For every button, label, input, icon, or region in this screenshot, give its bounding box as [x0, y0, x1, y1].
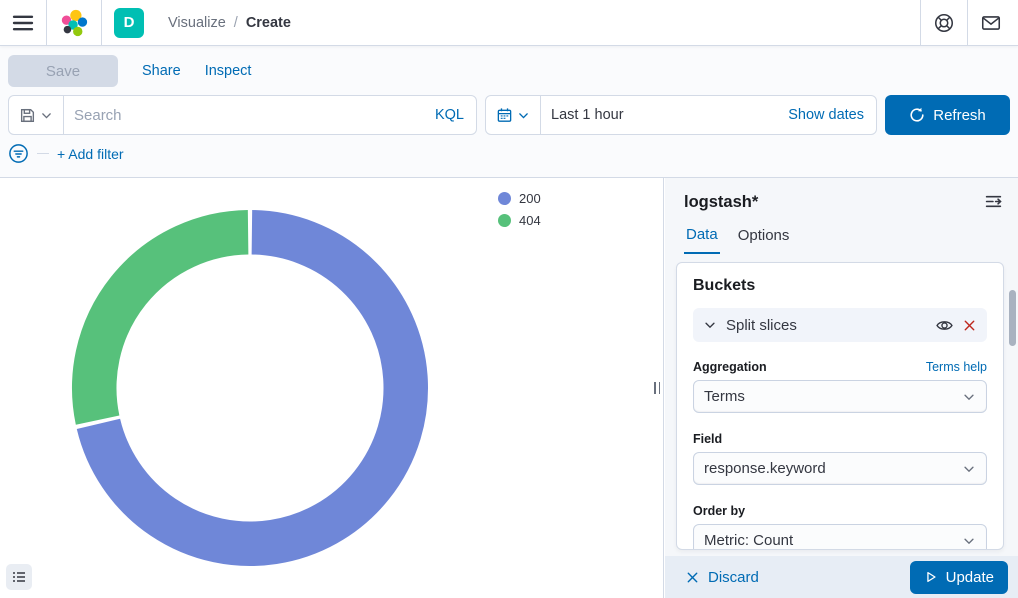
mail-icon: [981, 15, 1001, 30]
update-label: Update: [945, 568, 994, 586]
field-label: Field: [693, 432, 723, 446]
discard-button[interactable]: Discard: [685, 569, 759, 586]
eye-icon: [936, 320, 953, 330]
breadcrumb-separator: /: [233, 14, 238, 31]
terms-help-link[interactable]: Terms help: [925, 360, 987, 374]
chart-legend: 200 404: [498, 191, 541, 228]
inspect-button[interactable]: Inspect: [204, 63, 252, 79]
date-picker: Last 1 hour Show dates: [485, 95, 877, 135]
add-filter-button[interactable]: + Add filter: [57, 145, 124, 162]
visualization-area: 200 404: [0, 178, 664, 598]
saved-query-menu-button[interactable]: [9, 96, 64, 134]
order-by-select[interactable]: Metric: Count: [693, 524, 987, 549]
help-button[interactable]: [933, 12, 955, 34]
quick-select-time-button[interactable]: [486, 96, 541, 134]
aggregation-value: Terms: [704, 388, 745, 405]
main-content: 200 404 logstash*: [0, 178, 1018, 598]
chevron-down-icon: [519, 112, 528, 118]
order-by-value: Metric: Count: [704, 532, 794, 549]
visualize-toolbar: Save Share Inspect: [8, 55, 251, 87]
list-icon: [13, 572, 25, 582]
breadcrumb-create: Create: [245, 14, 291, 31]
divider: [46, 0, 47, 45]
space-switcher-badge[interactable]: D: [114, 7, 144, 38]
refresh-icon: [910, 107, 924, 122]
hamburger-icon: [12, 15, 34, 30]
query-language-switcher[interactable]: KQL: [423, 107, 476, 123]
legend-item-404[interactable]: 404: [498, 213, 541, 228]
legend-label-404: 404: [519, 213, 541, 228]
chevron-down-icon: [705, 322, 715, 329]
breadcrumb-visualize[interactable]: Visualize: [168, 14, 226, 31]
discard-label: Discard: [708, 568, 759, 586]
aggregation-select[interactable]: Terms: [693, 380, 987, 413]
visualization-editor-panel: logstash* Data Options Buckets: [665, 178, 1018, 598]
tab-options[interactable]: Options: [736, 226, 792, 254]
legend-item-200[interactable]: 200: [498, 191, 541, 206]
search-input[interactable]: [64, 106, 423, 124]
saved-queries-icon: [20, 108, 35, 122]
share-button[interactable]: Share: [142, 63, 181, 79]
chevron-down-icon: [964, 466, 974, 472]
panel-header: logstash*: [665, 178, 1018, 212]
tab-data[interactable]: Data: [684, 226, 720, 254]
bucket-type-label: Split slices: [726, 316, 797, 334]
time-range-value[interactable]: Last 1 hour: [541, 107, 776, 123]
field-select[interactable]: response.keyword: [693, 452, 987, 485]
editor-footer: Discard Update: [665, 556, 1018, 598]
show-dates-button[interactable]: Show dates: [776, 107, 876, 123]
refresh-label: Refresh: [933, 106, 986, 124]
divider: [101, 0, 102, 45]
calendar-icon: [497, 107, 512, 122]
buckets-heading: Buckets: [693, 277, 756, 294]
legend-label-200: 200: [519, 191, 541, 206]
editor-tabs: Data Options: [665, 212, 1018, 254]
filter-bar: + Add filter: [8, 143, 124, 164]
toggle-bucket-visibility-button[interactable]: [936, 317, 953, 334]
filter-icon: [9, 144, 28, 163]
menu-right-icon: [985, 195, 1002, 208]
index-pattern-title: logstash*: [684, 193, 759, 211]
newsfeed-button[interactable]: [980, 12, 1002, 34]
aggregation-label: Aggregation: [693, 360, 767, 374]
chevron-down-icon: [964, 538, 974, 544]
split-slices-accordion[interactable]: Split slices: [693, 308, 987, 342]
refresh-button[interactable]: Refresh: [885, 95, 1010, 135]
remove-bucket-button[interactable]: [962, 318, 977, 333]
hamburger-menu-button[interactable]: [12, 12, 34, 34]
search-bar: KQL: [8, 95, 477, 135]
panel-scrollbar-thumb[interactable]: [1009, 290, 1016, 346]
field-value: response.keyword: [704, 460, 826, 477]
collapse-panel-button[interactable]: [985, 193, 1002, 210]
filter-options-button[interactable]: [8, 143, 29, 164]
order-by-label: Order by: [693, 504, 746, 518]
play-icon: [926, 571, 936, 583]
legend-toggle-button[interactable]: [6, 564, 32, 590]
elastic-logo[interactable]: [59, 8, 89, 38]
buckets-card: Buckets Split slices: [676, 262, 1004, 550]
close-icon: [687, 572, 698, 582]
help-icon: [934, 13, 954, 32]
legend-dot-404: [498, 214, 511, 227]
donut-chart: [72, 210, 428, 566]
pie-slice-404[interactable]: [72, 210, 249, 425]
app-header: Save Share Inspect KQL: [0, 46, 1018, 178]
query-bar: KQL Last 1 hour Show dates: [8, 95, 1010, 135]
divider: [920, 0, 921, 45]
panel-resize-handle[interactable]: [652, 378, 662, 398]
legend-dot-200: [498, 192, 511, 205]
chevron-down-icon: [964, 394, 974, 400]
pie-slice-200[interactable]: [76, 210, 428, 566]
space-avatar: D: [114, 7, 144, 38]
divider: [967, 0, 968, 45]
top-navigation-bar: D Visualize / Create: [0, 0, 1018, 46]
elastic-logo-icon: [61, 9, 88, 36]
close-icon: [964, 320, 975, 330]
breadcrumb: Visualize / Create: [156, 0, 303, 45]
chevron-down-icon: [42, 112, 51, 118]
save-button[interactable]: Save: [8, 55, 118, 87]
filter-bar-dash: [37, 153, 49, 154]
update-button[interactable]: Update: [909, 560, 1008, 594]
